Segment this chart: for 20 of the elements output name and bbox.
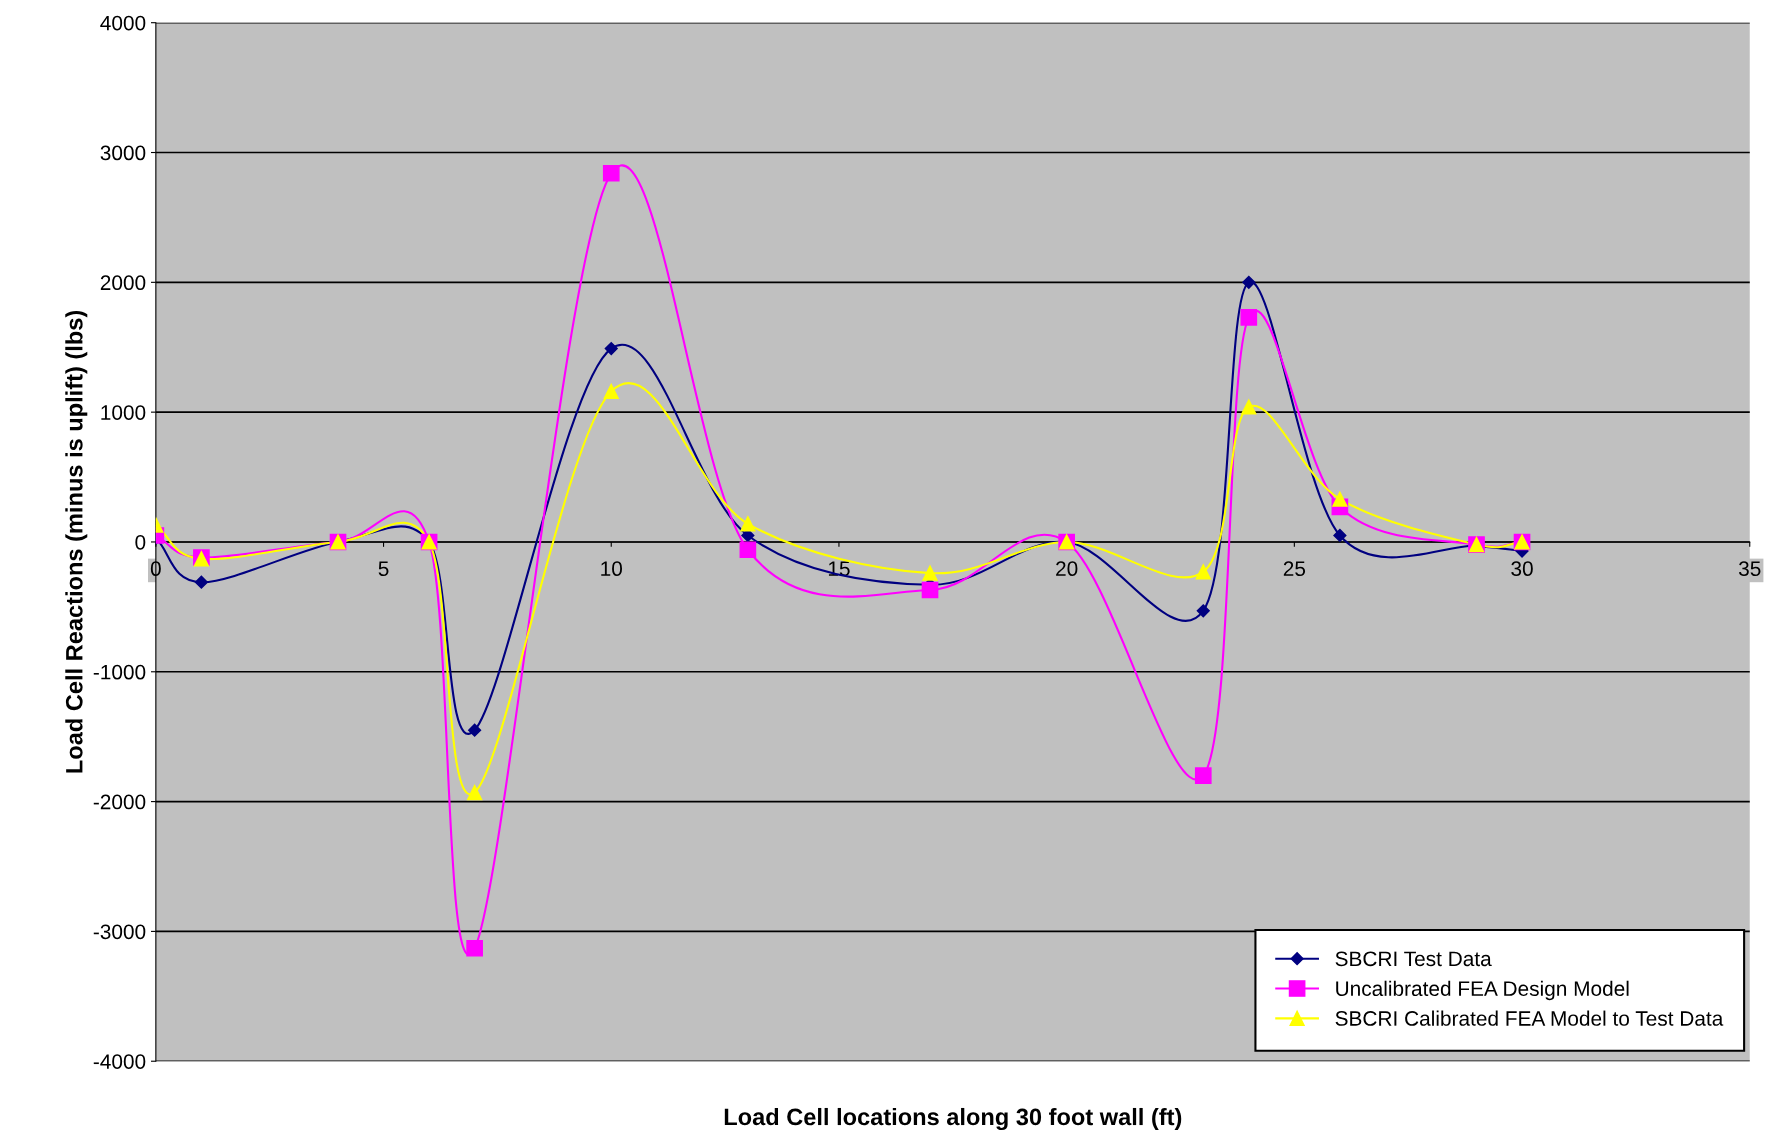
y-tick-label: -3000 [93, 924, 146, 940]
x-tick-label: 10 [601, 561, 623, 577]
y-tick-label: 0 [135, 534, 146, 550]
x-tick-label: 20 [1056, 561, 1078, 577]
legend-label: Uncalibrated FEA Design Model [1336, 980, 1629, 1001]
x-tick-label: 5 [378, 561, 389, 577]
y-axis-title: Load Cell Reactions (minus is uplift) (lbs) [65, 310, 88, 773]
y-tick-label: 4000 [100, 15, 146, 31]
y-tick-label: 1000 [101, 405, 146, 420]
x-axis-title: Load Cell locations along 30 foot wall (ft) [724, 1107, 1182, 1131]
x-tick-label: 35 [1738, 561, 1761, 577]
y-tick-label: 3000 [100, 145, 146, 161]
y-tick-label: -2000 [93, 794, 146, 810]
legend-label: SBCRI Calibrated FEA Model to Test Data [1335, 1010, 1724, 1026]
y-tick-label: -4000 [93, 1054, 146, 1069]
legend-label: SBCRI Test Data [1335, 951, 1492, 967]
y-tick-label: 2000 [100, 275, 146, 291]
x-tick-label: 25 [1283, 561, 1306, 577]
x-tick-label: 30 [1511, 561, 1533, 577]
y-tick-label: -1000 [93, 664, 146, 680]
